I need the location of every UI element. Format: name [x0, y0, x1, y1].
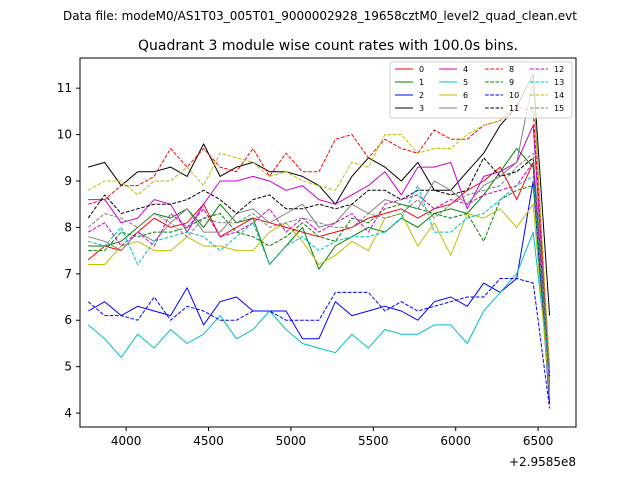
x-tick-label: 5000 — [276, 434, 307, 448]
series-layer — [87, 73, 551, 409]
x-tick-label: 4500 — [193, 434, 224, 448]
legend-label-8: 8 — [509, 65, 514, 74]
series-line-15 — [87, 152, 551, 372]
legend-label-6: 6 — [463, 91, 468, 100]
legend-label-11: 11 — [509, 104, 519, 113]
legend-label-7: 7 — [463, 104, 468, 113]
axes-frame — [79, 57, 577, 428]
legend-label-5: 5 — [463, 78, 468, 87]
y-tick-label: 4 — [64, 406, 72, 420]
series-line-8 — [88, 106, 551, 367]
y-tick-label: 10 — [57, 128, 72, 142]
legend-label-15: 15 — [554, 104, 564, 113]
plot-area — [87, 73, 551, 409]
x-tick-label: 4000 — [111, 434, 142, 448]
legend-label-12: 12 — [554, 65, 564, 74]
series-line-9 — [88, 185, 551, 381]
series-line-10 — [87, 278, 551, 409]
series-line-12 — [87, 161, 551, 386]
x-axis: 4000 4500 5000 5500 6000 6500 — [111, 427, 554, 448]
legend-label-14: 14 — [554, 91, 564, 100]
x-tick-label: 5500 — [358, 434, 389, 448]
legend-label-3: 3 — [419, 104, 424, 113]
legend-box — [389, 61, 573, 119]
series-line-6 — [88, 203, 551, 395]
y-tick-label: 11 — [57, 81, 72, 95]
y-tick-label: 8 — [64, 220, 72, 234]
series-line-14 — [87, 83, 551, 367]
series-line-5 — [87, 231, 551, 376]
y-tick-label: 5 — [64, 360, 72, 374]
legend-label-4: 4 — [463, 65, 468, 74]
legend-label-9: 9 — [509, 78, 514, 87]
x-offset-label: +2.9585e8 — [509, 455, 576, 469]
series-line-2 — [87, 180, 551, 404]
chart-title: Quadrant 3 module wise count rates with … — [138, 38, 518, 54]
x-tick-label: 6500 — [523, 434, 554, 448]
series-line-7 — [88, 78, 551, 390]
legend-label-1: 1 — [419, 78, 424, 87]
y-tick-label: 7 — [64, 267, 72, 281]
y-tick-label: 6 — [64, 313, 72, 327]
legend-label-0: 0 — [419, 65, 424, 74]
legend-label-2: 2 — [419, 91, 424, 100]
series-line-1 — [88, 148, 551, 395]
y-tick-label: 9 — [64, 174, 72, 188]
series-line-11 — [87, 157, 551, 376]
series-line-13 — [88, 175, 551, 381]
legend-label-10: 10 — [509, 91, 519, 100]
y-axis: 4 5 6 7 8 9 10 11 — [57, 81, 80, 420]
suptitle: Data file: modeM0/AS1T03_005T01_90000029… — [63, 9, 577, 23]
x-tick-label: 6000 — [440, 434, 471, 448]
legend-label-13: 13 — [554, 78, 564, 87]
